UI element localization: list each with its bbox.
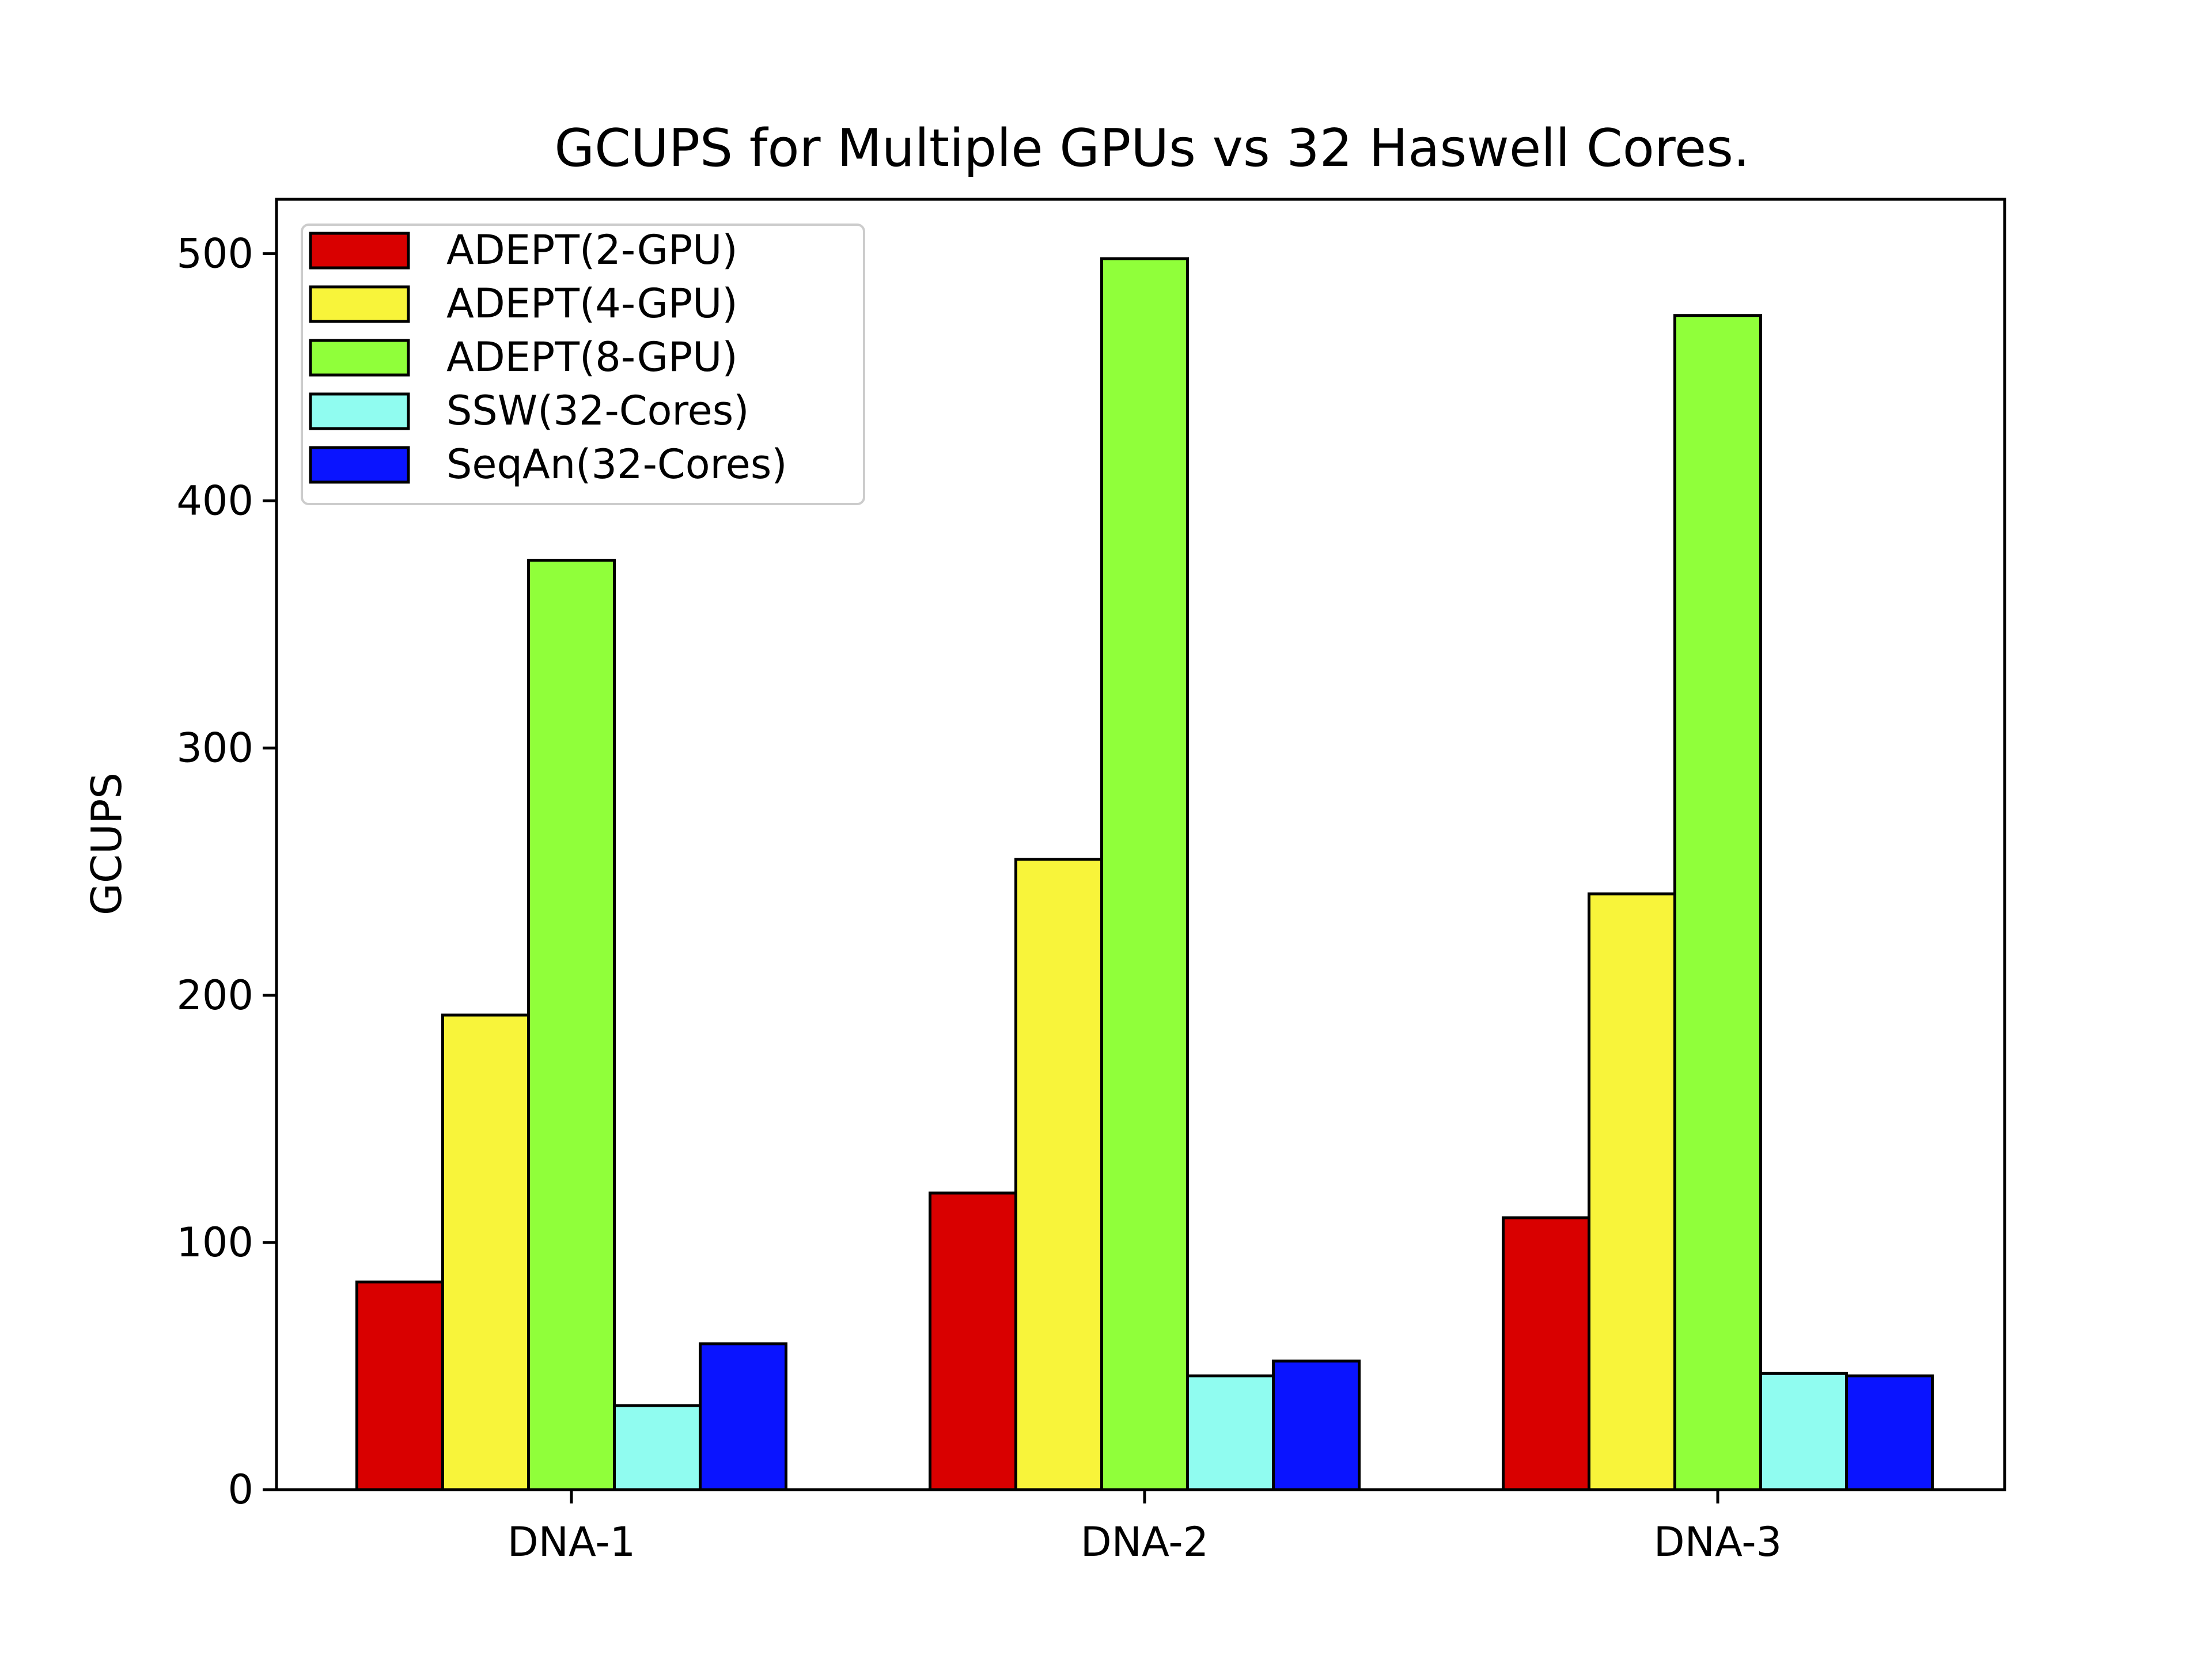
bar-ssw-32-cores-dna-3 [1759,1372,1848,1491]
y-axis: 0 100 200 300 400 500 [176,230,276,1513]
legend-swatch [309,392,410,430]
y-tick-label: 400 [176,478,253,525]
bar-seqan-32-cores-dna-2 [1272,1359,1361,1491]
legend-swatch [309,285,410,323]
legend-label: ADEPT(4-GPU) [446,280,738,327]
legend-label: ADEPT(8-GPU) [446,334,738,381]
bar-seqan-32-cores-dna-3 [1845,1374,1934,1491]
legend-label: SeqAn(32-Cores) [446,441,787,488]
y-axis-label: GCUPS [82,772,131,915]
bar-seqan-32-cores-dna-1 [699,1342,787,1491]
legend-swatch [309,339,410,377]
bar-adept-2-gpu-dna-1 [355,1281,444,1491]
bar-adept-4-gpu-dna-2 [1014,858,1103,1491]
bar-adept-2-gpu-dna-2 [929,1191,1017,1491]
bar-ssw-32-cores-dna-1 [613,1404,702,1491]
y-tick-label: 0 [228,1466,253,1513]
bar-adept-8-gpu-dna-3 [1673,314,1762,1491]
bar-adept-4-gpu-dna-1 [441,1013,530,1491]
bar-adept-2-gpu-dna-3 [1502,1216,1590,1491]
x-tick-label: DNA-3 [1654,1518,1782,1566]
x-axis: DNA-1 DNA-2 DNA-3 [507,1490,1782,1566]
legend-box [301,224,865,505]
plot-frame [275,198,2006,1491]
bar-adept-8-gpu-dna-1 [527,559,616,1491]
y-tick-label: 100 [176,1219,253,1266]
legend-swatch [309,232,410,270]
bar-adept-4-gpu-dna-3 [1588,892,1676,1491]
legend: ADEPT(2-GPU) ADEPT(4-GPU) ADEPT(8-GPU) SSW(… [301,224,865,505]
bars-group [355,257,1934,1491]
legend-label: ADEPT(2-GPU) [446,226,738,274]
bar-ssw-32-cores-dna-2 [1186,1374,1275,1491]
y-tick-label: 300 [176,725,253,772]
x-tick-label: DNA-1 [507,1518,635,1566]
chart-title: GCUPS for Multiple GPUs vs 32 Haswell Co… [554,118,1749,179]
legend-swatch [309,446,410,484]
y-tick-label: 500 [176,230,253,277]
x-tick-label: DNA-2 [1081,1518,1209,1566]
bar-adept-8-gpu-dna-2 [1100,257,1189,1491]
legend-label: SSW(32-Cores) [446,387,749,434]
y-tick-label: 200 [176,972,253,1019]
